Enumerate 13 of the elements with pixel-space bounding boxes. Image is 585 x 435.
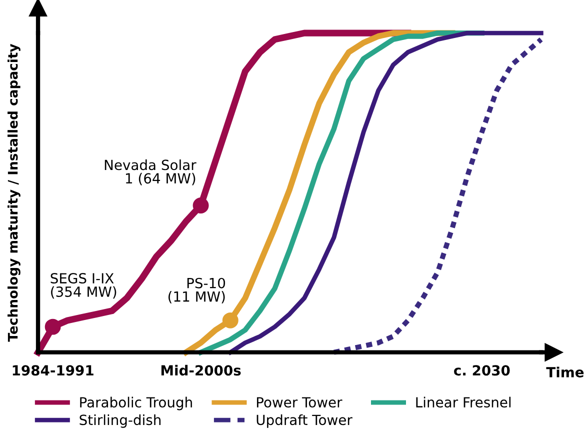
y-axis-title: Technology maturity / Installed capacity — [8, 44, 20, 342]
legend-label: Updraft Tower — [256, 414, 352, 428]
x-tick-label: c. 2030 — [454, 365, 510, 376]
annotation: PS-10 (11 MW) — [168, 278, 226, 304]
legend-label: Stirling-dish — [80, 414, 161, 428]
legend-label: Parabolic Trough — [80, 396, 192, 410]
annotation: SEGS I-IX (354 MW) — [50, 273, 116, 299]
annotation: Nevada Solar 1 (64 MW) — [104, 159, 196, 186]
legend-label: Linear Fresnel — [416, 396, 511, 408]
x-tick-label: Mid-2000s — [161, 364, 241, 376]
x-tick-label: 1984-1991 — [12, 365, 94, 376]
legend-label: Power Tower — [256, 397, 342, 408]
x-axis-title: Time — [546, 366, 584, 378]
